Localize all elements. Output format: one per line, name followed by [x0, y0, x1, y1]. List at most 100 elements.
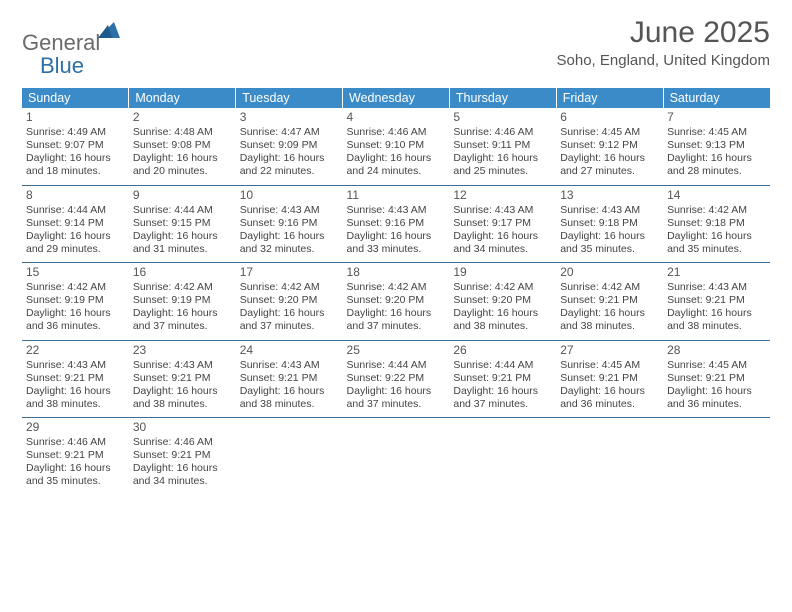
weekday-header: Sunday — [22, 88, 129, 108]
sunrise-line: Sunrise: 4:43 AM — [240, 359, 339, 372]
sunset-line: Sunset: 9:21 PM — [667, 294, 766, 307]
calendar-body: 1Sunrise: 4:49 AMSunset: 9:07 PMDaylight… — [22, 108, 770, 495]
daylight-line: Daylight: 16 hours and 20 minutes. — [133, 152, 232, 178]
day-number: 24 — [240, 343, 339, 358]
day-number: 11 — [347, 188, 446, 203]
day-number: 23 — [133, 343, 232, 358]
brand-logo: General Blue — [22, 22, 120, 78]
day-number: 18 — [347, 265, 446, 280]
day-number: 17 — [240, 265, 339, 280]
calendar-cell: 3Sunrise: 4:47 AMSunset: 9:09 PMDaylight… — [236, 108, 343, 185]
daylight-line: Daylight: 16 hours and 32 minutes. — [240, 230, 339, 256]
calendar-cell: 1Sunrise: 4:49 AMSunset: 9:07 PMDaylight… — [22, 108, 129, 185]
day-number: 4 — [347, 110, 446, 125]
month-title: June 2025 — [557, 16, 770, 50]
day-number: 28 — [667, 343, 766, 358]
sunset-line: Sunset: 9:15 PM — [133, 217, 232, 230]
title-block: June 2025 Soho, England, United Kingdom — [557, 16, 770, 69]
logo-sail-icon — [98, 22, 120, 38]
logo-text-block: General Blue — [22, 22, 120, 78]
daylight-line: Daylight: 16 hours and 35 minutes. — [26, 462, 125, 488]
day-number: 29 — [26, 420, 125, 435]
calendar-cell — [663, 418, 770, 495]
daylight-line: Daylight: 16 hours and 35 minutes. — [560, 230, 659, 256]
daylight-line: Daylight: 16 hours and 33 minutes. — [347, 230, 446, 256]
calendar-cell: 21Sunrise: 4:43 AMSunset: 9:21 PMDayligh… — [663, 263, 770, 341]
sunrise-line: Sunrise: 4:46 AM — [133, 436, 232, 449]
sunset-line: Sunset: 9:21 PM — [667, 372, 766, 385]
calendar-cell: 7Sunrise: 4:45 AMSunset: 9:13 PMDaylight… — [663, 108, 770, 185]
calendar-cell: 24Sunrise: 4:43 AMSunset: 9:21 PMDayligh… — [236, 340, 343, 418]
sunrise-line: Sunrise: 4:46 AM — [26, 436, 125, 449]
day-number: 26 — [453, 343, 552, 358]
sunrise-line: Sunrise: 4:45 AM — [560, 359, 659, 372]
sunset-line: Sunset: 9:09 PM — [240, 139, 339, 152]
day-number: 15 — [26, 265, 125, 280]
day-number: 19 — [453, 265, 552, 280]
calendar-cell: 11Sunrise: 4:43 AMSunset: 9:16 PMDayligh… — [343, 185, 450, 263]
sunrise-line: Sunrise: 4:42 AM — [26, 281, 125, 294]
sunrise-line: Sunrise: 4:43 AM — [347, 204, 446, 217]
day-number: 3 — [240, 110, 339, 125]
sunrise-line: Sunrise: 4:43 AM — [240, 204, 339, 217]
calendar-cell: 26Sunrise: 4:44 AMSunset: 9:21 PMDayligh… — [449, 340, 556, 418]
day-number: 12 — [453, 188, 552, 203]
daylight-line: Daylight: 16 hours and 34 minutes. — [133, 462, 232, 488]
sunrise-line: Sunrise: 4:44 AM — [347, 359, 446, 372]
daylight-line: Daylight: 16 hours and 38 minutes. — [26, 385, 125, 411]
daylight-line: Daylight: 16 hours and 37 minutes. — [347, 385, 446, 411]
sunrise-line: Sunrise: 4:45 AM — [667, 359, 766, 372]
calendar-cell: 5Sunrise: 4:46 AMSunset: 9:11 PMDaylight… — [449, 108, 556, 185]
sunrise-line: Sunrise: 4:46 AM — [453, 126, 552, 139]
sunset-line: Sunset: 9:10 PM — [347, 139, 446, 152]
calendar-cell: 17Sunrise: 4:42 AMSunset: 9:20 PMDayligh… — [236, 263, 343, 341]
sunset-line: Sunset: 9:21 PM — [560, 294, 659, 307]
daylight-line: Daylight: 16 hours and 35 minutes. — [667, 230, 766, 256]
sunset-line: Sunset: 9:21 PM — [26, 449, 125, 462]
calendar-row: 15Sunrise: 4:42 AMSunset: 9:19 PMDayligh… — [22, 263, 770, 341]
daylight-line: Daylight: 16 hours and 38 minutes. — [240, 385, 339, 411]
day-number: 7 — [667, 110, 766, 125]
day-number: 30 — [133, 420, 232, 435]
sunrise-line: Sunrise: 4:43 AM — [453, 204, 552, 217]
weekday-header: Friday — [556, 88, 663, 108]
calendar-row: 8Sunrise: 4:44 AMSunset: 9:14 PMDaylight… — [22, 185, 770, 263]
daylight-line: Daylight: 16 hours and 36 minutes. — [667, 385, 766, 411]
sunrise-line: Sunrise: 4:44 AM — [453, 359, 552, 372]
day-number: 25 — [347, 343, 446, 358]
calendar-cell: 16Sunrise: 4:42 AMSunset: 9:19 PMDayligh… — [129, 263, 236, 341]
calendar-cell: 22Sunrise: 4:43 AMSunset: 9:21 PMDayligh… — [22, 340, 129, 418]
calendar-cell — [449, 418, 556, 495]
calendar-cell — [556, 418, 663, 495]
daylight-line: Daylight: 16 hours and 24 minutes. — [347, 152, 446, 178]
daylight-line: Daylight: 16 hours and 29 minutes. — [26, 230, 125, 256]
day-number: 10 — [240, 188, 339, 203]
sunset-line: Sunset: 9:22 PM — [347, 372, 446, 385]
calendar-row: 22Sunrise: 4:43 AMSunset: 9:21 PMDayligh… — [22, 340, 770, 418]
calendar-cell: 20Sunrise: 4:42 AMSunset: 9:21 PMDayligh… — [556, 263, 663, 341]
sunrise-line: Sunrise: 4:42 AM — [667, 204, 766, 217]
daylight-line: Daylight: 16 hours and 38 minutes. — [453, 307, 552, 333]
sunset-line: Sunset: 9:16 PM — [240, 217, 339, 230]
day-number: 9 — [133, 188, 232, 203]
day-number: 6 — [560, 110, 659, 125]
calendar-cell: 13Sunrise: 4:43 AMSunset: 9:18 PMDayligh… — [556, 185, 663, 263]
daylight-line: Daylight: 16 hours and 31 minutes. — [133, 230, 232, 256]
sunset-line: Sunset: 9:14 PM — [26, 217, 125, 230]
day-number: 8 — [26, 188, 125, 203]
calendar-cell: 19Sunrise: 4:42 AMSunset: 9:20 PMDayligh… — [449, 263, 556, 341]
daylight-line: Daylight: 16 hours and 37 minutes. — [347, 307, 446, 333]
sunset-line: Sunset: 9:19 PM — [26, 294, 125, 307]
page-header: General Blue June 2025 Soho, England, Un… — [22, 16, 770, 78]
sunset-line: Sunset: 9:18 PM — [667, 217, 766, 230]
sunrise-line: Sunrise: 4:47 AM — [240, 126, 339, 139]
calendar-cell — [236, 418, 343, 495]
day-number: 1 — [26, 110, 125, 125]
daylight-line: Daylight: 16 hours and 37 minutes. — [453, 385, 552, 411]
daylight-line: Daylight: 16 hours and 27 minutes. — [560, 152, 659, 178]
sunset-line: Sunset: 9:07 PM — [26, 139, 125, 152]
sunset-line: Sunset: 9:12 PM — [560, 139, 659, 152]
day-number: 20 — [560, 265, 659, 280]
calendar-cell: 14Sunrise: 4:42 AMSunset: 9:18 PMDayligh… — [663, 185, 770, 263]
sunrise-line: Sunrise: 4:42 AM — [453, 281, 552, 294]
